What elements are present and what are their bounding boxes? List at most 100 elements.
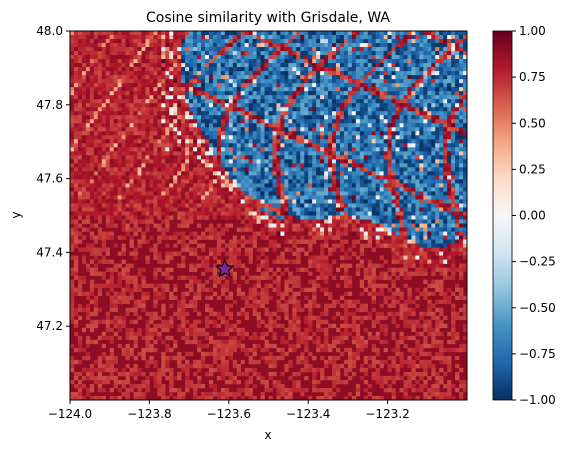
heatmap-cell	[395, 79, 400, 84]
heatmap-cell	[157, 171, 162, 176]
heatmap-cell	[129, 115, 134, 120]
heatmap-cell	[101, 79, 107, 84]
heatmap-cell	[300, 99, 305, 104]
heatmap-cell	[316, 199, 321, 204]
heatmap-cell	[89, 147, 95, 152]
heatmap-cell	[403, 67, 408, 72]
heatmap-cell	[347, 223, 353, 228]
heatmap-cell	[149, 219, 154, 224]
heatmap-cell	[343, 151, 349, 156]
heatmap-cell	[447, 95, 452, 100]
heatmap-cell	[343, 91, 349, 96]
heatmap-cell	[73, 231, 79, 236]
heatmap-cell	[117, 179, 122, 184]
heatmap-cell	[308, 55, 313, 60]
heatmap-cell	[347, 47, 353, 52]
heatmap-cell	[395, 75, 400, 80]
heatmap-cell	[312, 35, 317, 40]
heatmap-cell	[268, 115, 273, 120]
heatmap-cell	[276, 203, 281, 208]
heatmap-cell	[97, 191, 103, 196]
heatmap-cell	[189, 35, 194, 40]
heatmap-cell	[113, 55, 118, 60]
heatmap-cell	[161, 203, 166, 208]
heatmap-cell	[411, 231, 416, 236]
heatmap-cell	[312, 127, 317, 132]
heatmap-cell	[228, 71, 234, 76]
heatmap-cell	[439, 143, 444, 148]
heatmap-cell	[363, 95, 369, 100]
heatmap-cell	[208, 131, 214, 136]
chart-title: Cosine similarity with Grisdale, WA	[146, 10, 390, 26]
heatmap-cell	[335, 71, 341, 76]
heatmap-cell	[81, 51, 87, 56]
heatmap-cell	[260, 55, 265, 60]
heatmap-cell	[399, 67, 404, 72]
heatmap-cell	[216, 39, 222, 44]
heatmap-cell	[403, 31, 408, 36]
heatmap-cell	[177, 223, 182, 228]
heatmap-cell	[300, 187, 305, 192]
heatmap-cell	[363, 155, 369, 160]
heatmap-cell	[339, 43, 345, 48]
heatmap-cell	[316, 111, 321, 116]
heatmap-cell	[256, 83, 261, 88]
heatmap-cell	[451, 191, 456, 196]
heatmap-cell	[367, 59, 373, 64]
heatmap-cell	[304, 107, 309, 112]
heatmap-cell	[185, 51, 190, 56]
heatmap-cell	[288, 215, 293, 220]
heatmap-cell	[228, 123, 234, 128]
heatmap-cell	[423, 83, 428, 88]
heatmap-cell	[141, 195, 146, 200]
heatmap-cell	[288, 103, 293, 108]
heatmap-cell	[204, 167, 210, 172]
heatmap-cell	[204, 155, 210, 160]
heatmap-cell	[328, 191, 333, 196]
heatmap-cell	[455, 199, 460, 204]
heatmap-cell	[264, 91, 269, 96]
heatmap-cell	[232, 119, 238, 124]
heatmap-cell	[193, 115, 198, 120]
heatmap-cell	[272, 123, 277, 128]
heatmap-cell	[447, 67, 452, 72]
heatmap-cell	[399, 47, 404, 52]
heatmap-cell	[343, 71, 349, 76]
heatmap-cell	[248, 175, 253, 180]
heatmap-cell	[157, 123, 162, 128]
heatmap-cell	[403, 103, 408, 108]
heatmap-cell	[181, 99, 186, 104]
heatmap-cell	[312, 83, 317, 88]
heatmap-cell	[447, 59, 452, 64]
heatmap-cell	[339, 143, 345, 148]
heatmap-cell	[189, 43, 194, 48]
heatmap-cell	[419, 143, 424, 148]
heatmap-cell	[411, 79, 416, 84]
heatmap-cell	[201, 135, 206, 140]
heatmap-cell	[97, 199, 103, 204]
heatmap-cell	[443, 175, 448, 180]
heatmap-cell	[371, 151, 376, 156]
heatmap-cell	[443, 135, 448, 140]
heatmap-cell	[256, 215, 261, 220]
heatmap-cell	[252, 163, 257, 168]
heatmap-cell	[383, 47, 388, 52]
heatmap-cell	[97, 135, 103, 140]
heatmap-cell	[463, 115, 467, 120]
heatmap-cell	[157, 167, 162, 172]
heatmap-cell	[407, 107, 412, 112]
heatmap-cell	[208, 31, 214, 36]
heatmap-cell	[77, 231, 83, 236]
heatmap-cell	[343, 143, 349, 148]
heatmap-cell	[308, 187, 313, 192]
heatmap-cell	[260, 127, 265, 132]
heatmap-cell	[371, 219, 376, 224]
heatmap-cell	[153, 99, 158, 104]
heatmap-cell	[459, 215, 464, 220]
heatmap-cell	[284, 207, 289, 212]
heatmap-cell	[300, 191, 305, 196]
heatmap-cell	[399, 83, 404, 88]
heatmap-cell	[387, 83, 392, 88]
heatmap-cell	[332, 199, 337, 204]
heatmap-cell	[232, 191, 238, 196]
